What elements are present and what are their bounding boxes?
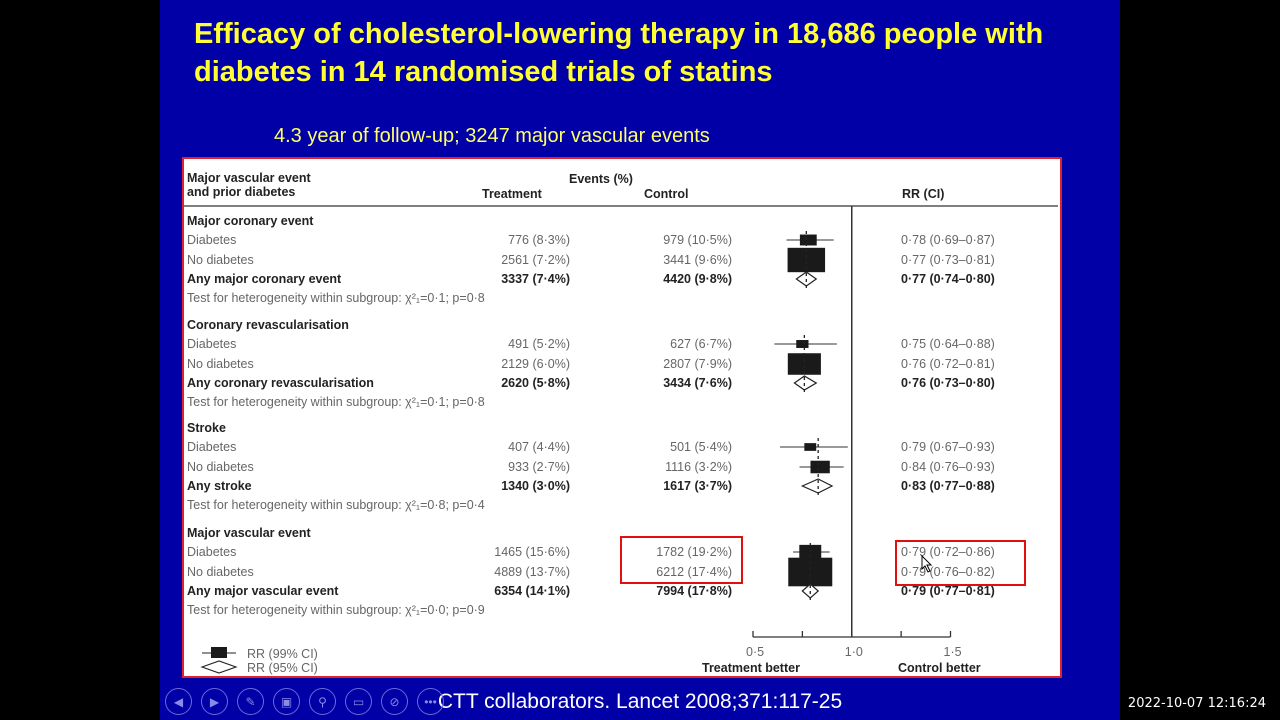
control-events: 3441 (9·6%) [663, 253, 732, 267]
treatment-events: 933 (2·7%) [508, 460, 570, 474]
slide-subtitle: 4.3 year of follow-up; 3247 major vascul… [274, 125, 710, 147]
control-events: 4420 (9·8%) [663, 272, 732, 286]
control-events: 1116 (3·2%) [665, 460, 732, 474]
zoom-icon[interactable]: ⚲ [309, 688, 336, 715]
group-title: Major coronary event [187, 214, 314, 228]
rr-ci-text: 0·79 (0·77–0·81) [901, 584, 995, 598]
x-tick-label: 0·5 [746, 645, 765, 659]
control-events: 1617 (3·7%) [663, 479, 732, 493]
row-label: Any major vascular event [187, 584, 339, 598]
rr-diamond [800, 478, 834, 494]
rr-diamond [793, 375, 818, 391]
rr-ci-text: 0·79 (0·76–0·82) [901, 565, 995, 579]
rr-ci-text: 0·77 (0·74–0·80) [901, 272, 995, 286]
legend-label-95: RR (95% CI) [247, 661, 318, 675]
rr-square [796, 340, 809, 348]
treatment-events: 3337 (7·4%) [501, 272, 570, 286]
forest-plot-svg [184, 205, 1058, 674]
control-events: 1782 (19·2%) [656, 545, 732, 559]
header-treatment: Treatment [482, 187, 542, 201]
presentation-toolbar: ◀ ▶ ✎ ▣ ⚲ ▭ ⊘ ••• [165, 688, 444, 715]
axis-right-label: Control better [898, 661, 981, 675]
row-label: No diabetes [187, 460, 254, 474]
group-title: Coronary revascularisation [187, 318, 349, 332]
header-control: Control [644, 187, 689, 201]
control-events: 501 (5·4%) [670, 440, 732, 454]
x-tick-label: 1·0 [844, 645, 863, 659]
legend-diamond-icon [200, 660, 238, 674]
slide-title: Efficacy of cholesterol-lowering therapy… [194, 18, 1044, 88]
next-icon[interactable]: ▶ [201, 688, 228, 715]
treatment-events: 407 (4·4%) [508, 440, 570, 454]
rr-ci-text: 0·79 (0·67–0·93) [901, 440, 995, 454]
previous-icon[interactable]: ◀ [165, 688, 192, 715]
subtitles-icon[interactable]: ▭ [345, 688, 372, 715]
rr-ci-text: 0·83 (0·77–0·88) [901, 479, 995, 493]
mouse-cursor-icon [921, 555, 933, 573]
group-title: Major vascular event [187, 526, 311, 540]
forest-plot: Major vascular event and prior diabetes … [182, 157, 1062, 678]
camera-off-icon[interactable]: ⊘ [381, 688, 408, 715]
group-title: Stroke [187, 421, 226, 435]
rr-ci-text: 0·77 (0·73–0·81) [901, 253, 995, 267]
axis-left-label: Treatment better [702, 661, 800, 675]
control-events: 6212 (17·4%) [656, 565, 732, 579]
row-label: Any major coronary event [187, 272, 342, 286]
rr-ci-text: 0·78 (0·69–0·87) [901, 233, 995, 247]
row-label: Any stroke [187, 479, 252, 493]
heterogeneity-test: Test for heterogeneity within subgroup: … [187, 603, 485, 617]
header-col1-line2: and prior diabetes [187, 185, 296, 199]
row-label: Diabetes [187, 545, 237, 559]
row-label: No diabetes [187, 253, 254, 267]
header-col1-line1: Major vascular event [187, 171, 311, 185]
x-tick-label: 1·5 [943, 645, 962, 659]
highlight-box-rr [895, 540, 1026, 586]
treatment-events: 2561 (7·2%) [501, 253, 570, 267]
rr-square [799, 234, 817, 246]
row-label: No diabetes [187, 565, 254, 579]
row-label: Diabetes [187, 233, 237, 247]
legend-square-icon [211, 647, 227, 658]
rr-ci-text: 0·84 (0·76–0·93) [901, 460, 995, 474]
row-label: Diabetes [187, 440, 237, 454]
rr-ci-text: 0·79 (0·72–0·86) [901, 545, 995, 559]
highlight-box-control [620, 536, 743, 584]
control-events: 627 (6·7%) [670, 337, 732, 351]
header-rr: RR (CI) [902, 187, 945, 201]
rr-ci-text: 0·76 (0·72–0·81) [901, 357, 995, 371]
treatment-events: 776 (8·3%) [508, 233, 570, 247]
timestamp: 2022-10-07 12:16:24 [1127, 696, 1266, 711]
treatment-events: 2620 (5·8%) [501, 376, 570, 390]
header-events: Events (%) [569, 172, 633, 186]
treatment-events: 1465 (15·6%) [494, 545, 570, 559]
rr-square [787, 353, 821, 375]
slide: Efficacy of cholesterol-lowering therapy… [160, 0, 1120, 720]
treatment-events: 2129 (6·0%) [501, 357, 570, 371]
rr-square [804, 443, 817, 451]
treatment-events: 1340 (3·0%) [501, 479, 570, 493]
treatment-events: 491 (5·2%) [508, 337, 570, 351]
heterogeneity-test: Test for heterogeneity within subgroup: … [187, 498, 485, 512]
control-events: 979 (10·5%) [663, 233, 732, 247]
control-events: 3434 (7·6%) [663, 376, 732, 390]
more-icon[interactable]: ••• [417, 688, 444, 715]
rr-square [810, 460, 830, 474]
rr-ci-text: 0·75 (0·64–0·88) [901, 337, 995, 351]
citation-caption: CTT collaborators. Lancet 2008;371:117-2… [437, 690, 843, 713]
slides-icon[interactable]: ▣ [273, 688, 300, 715]
heterogeneity-test: Test for heterogeneity within subgroup: … [187, 291, 485, 305]
row-label: No diabetes [187, 357, 254, 371]
treatment-events: 4889 (13·7%) [494, 565, 570, 579]
control-events: 7994 (17·8%) [656, 584, 732, 598]
heterogeneity-test: Test for heterogeneity within subgroup: … [187, 395, 485, 409]
control-events: 2807 (7·9%) [663, 357, 732, 371]
rr-ci-text: 0·76 (0·73–0·80) [901, 376, 995, 390]
legend-label-99: RR (99% CI) [247, 647, 318, 661]
pen-icon[interactable]: ✎ [237, 688, 264, 715]
row-label: Any coronary revascularisation [187, 376, 374, 390]
treatment-events: 6354 (14·1%) [494, 584, 570, 598]
row-label: Diabetes [187, 337, 237, 351]
